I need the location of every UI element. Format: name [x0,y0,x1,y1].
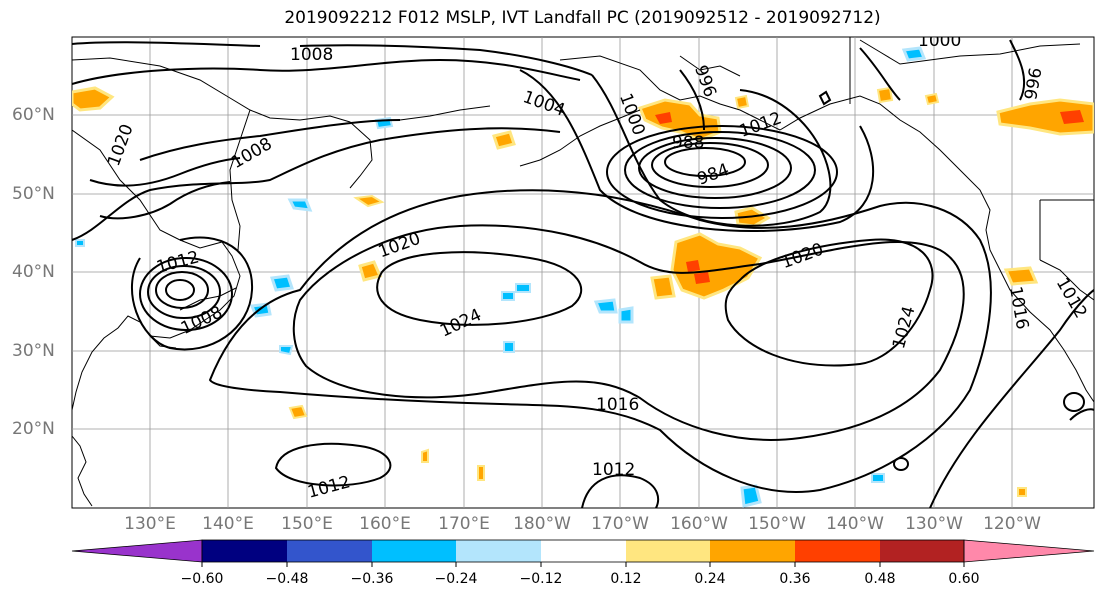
contour-labels: 1008 1004 1000 996 988 984 1008 1020 102… [104,31,1091,503]
lon-label: 140°E [202,514,254,534]
lon-label: 160°E [359,514,411,534]
colorbar [71,539,1095,567]
colorbar-tick-label: −0.60 [180,571,224,587]
contour-label: 988 [672,133,704,153]
colorbar-tick-label: 0.36 [779,571,811,587]
lon-label: 150°W [748,514,806,534]
map-frame [71,36,1095,509]
colorbar-tick-label: 0.12 [610,571,642,587]
colorbar-tick-label: −0.48 [265,571,309,587]
contour-label: 1012 [592,460,635,480]
contour-label: 1016 [596,395,639,415]
lon-label: 140°W [826,514,884,534]
lon-label: 130°W [905,514,963,534]
mslp-contours [72,39,1094,508]
coastlines [72,37,1094,507]
lon-label: 130°E [124,514,176,534]
colorbar-tick-label: −0.12 [519,571,563,587]
colorbar-tick-label: −0.24 [434,571,478,587]
lon-label: 170°E [438,514,490,534]
lon-label: 120°W [983,514,1041,534]
lon-label: 150°E [281,514,333,534]
contour-label: 1000 [918,31,961,51]
contour-label: 1008 [290,45,333,65]
lat-label-20n: 20°N [12,419,55,439]
lon-label: 180°W [513,514,571,534]
lon-label: 160°W [670,514,728,534]
colorbar-tick-label: 0.60 [948,571,980,587]
colorbar-tick-label: −0.36 [350,571,394,587]
colorbar-tick-label: 0.48 [864,571,896,587]
colorbar-tick-label: 0.24 [694,571,726,587]
lat-label-50n: 50°N [12,184,55,204]
lon-label: 170°W [591,514,649,534]
lat-label-60n: 60°N [12,105,55,125]
lat-label-40n: 40°N [12,262,55,282]
map-title: 2019092212 F012 MSLP, IVT Landfall PC (2… [284,8,881,28]
lat-label-30n: 30°N [12,341,55,361]
